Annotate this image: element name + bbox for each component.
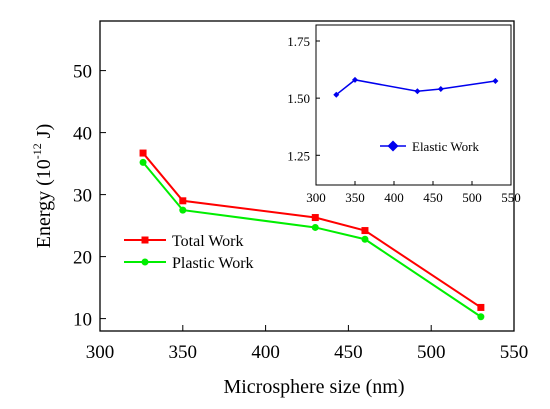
- inset-x-tick-label: 550: [501, 190, 521, 205]
- x-axis-title: Microsphere size (nm): [223, 376, 404, 398]
- main-x-tick-label: 300: [86, 342, 115, 363]
- main-data-point: [311, 214, 319, 222]
- main-legend-label: Total Work: [172, 233, 244, 250]
- inset-legend-label: Elastic Work: [412, 139, 479, 154]
- inset-x-tick-label: 400: [384, 190, 404, 205]
- main-legend-label: Plastic Work: [172, 255, 254, 272]
- inset-frame: [315, 24, 512, 186]
- y-axis-title-unit: J): [33, 124, 55, 143]
- inset-y-tick-label: 1.50: [287, 91, 310, 106]
- inset-y-tick-label: 1.25: [287, 148, 310, 163]
- main-y-tick-label: 10: [73, 310, 92, 331]
- main-data-point: [477, 303, 485, 311]
- y-axis-title: Energy (10-12 J): [30, 124, 55, 249]
- main-data-point: [361, 227, 369, 235]
- y-axis-title-main: Energy (10: [33, 159, 55, 248]
- inset-x-tick-label: 450: [423, 190, 443, 205]
- main-x-tick-label: 350: [169, 342, 198, 363]
- inset-legend-marker: [387, 140, 399, 152]
- inset-x-tick-label: 300: [306, 190, 326, 205]
- main-y-tick-label: 50: [73, 62, 92, 83]
- inset-y-tick-label: 1.75: [287, 34, 310, 49]
- inset-data-point: [333, 91, 340, 98]
- y-axis-title-exponent: -12: [30, 143, 44, 159]
- main-data-point: [311, 223, 319, 231]
- main-x-tick-label: 500: [417, 342, 446, 363]
- main-y-tick-label: 20: [73, 248, 92, 269]
- main-x-tick-label: 550: [500, 342, 529, 363]
- main-plot: 300 350 400 450 500 550 10 20 30 40 50 Total Work Pl…: [73, 20, 529, 363]
- main-frame: [99, 20, 515, 332]
- inset-data-point: [414, 88, 421, 95]
- inset-x-tick-label: 350: [345, 190, 365, 205]
- inset-x-tick-label: 500: [462, 190, 482, 205]
- main-data-point: [139, 158, 147, 166]
- inset-plot: 300 350 400 450 500 550 1.25 1.50 1.75 Elastic Wo…: [287, 24, 521, 205]
- inset-data-point: [352, 76, 358, 83]
- main-legend-marker: [141, 258, 149, 266]
- main-data-point: [179, 197, 187, 205]
- main-data-point: [139, 149, 147, 157]
- inset-data-point: [437, 86, 444, 92]
- main-x-tick-label: 400: [251, 342, 280, 363]
- main-y-tick-label: 30: [73, 186, 92, 207]
- main-data-point: [179, 206, 187, 214]
- main-x-tick-label: 450: [334, 342, 363, 363]
- main-legend-marker: [141, 236, 149, 244]
- main-data-point: [477, 313, 485, 321]
- main-y-tick-label: 40: [73, 124, 92, 145]
- main-data-point: [361, 235, 369, 243]
- inset-data-point: [492, 78, 499, 84]
